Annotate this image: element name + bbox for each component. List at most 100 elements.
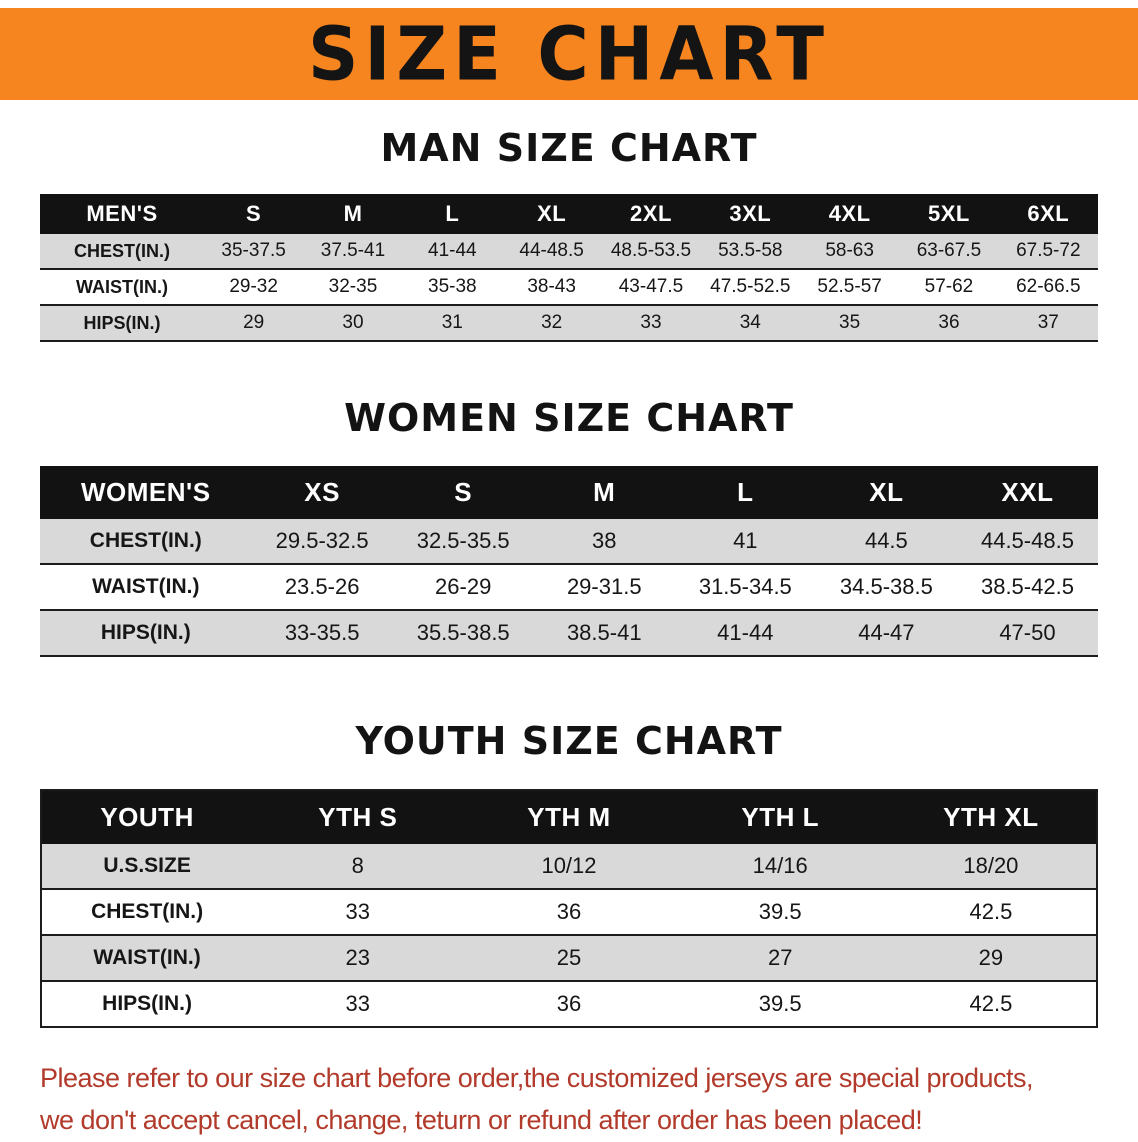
size-value-cell: 67.5-72	[998, 234, 1098, 269]
size-value-cell: 35-38	[428, 276, 477, 297]
row-label: CHEST(IN.)	[91, 900, 204, 923]
table-row: WAIST(IN.) 29-32 32-35 35-38 38-43 43-47.5 47.…	[40, 269, 1098, 305]
table-row: CHEST(IN.) 33 36 39.5 42.5	[41, 889, 1097, 935]
table-header-row: WOMEN'S XS S M L XL XXL	[40, 466, 1098, 519]
men-size-table: MEN'S S M L XL 2XL 3XL 4XL 5XL 6XL CHEST(IN.) 35-37…	[40, 194, 1098, 342]
size-value-cell: 29-31.5	[566, 574, 642, 599]
row-label: WAIST(IN.)	[92, 575, 200, 598]
row-label: WAIST(IN.)	[75, 276, 168, 297]
size-column-header: L	[674, 466, 816, 519]
size-value-cell: 32.5-35.5	[392, 519, 534, 564]
size-column-header: S	[203, 194, 304, 234]
size-value-cell: 44-48.5	[501, 234, 602, 269]
size-column-header: XL	[815, 466, 957, 519]
size-value-cell: 25	[463, 935, 675, 981]
size-value-cell: 14/16	[674, 844, 886, 889]
size-value-cell: 34	[700, 305, 800, 341]
size-value-cell: 35	[799, 305, 900, 341]
row-label: CHEST(IN.)	[40, 519, 252, 564]
size-column-header: XXL	[956, 466, 1098, 519]
size-value-cell: 33-35.5	[251, 610, 393, 656]
size-value-cell: 52.5-57	[817, 276, 882, 297]
size-value-cell: 53.5-58	[700, 234, 800, 269]
size-value-cell: 42.5	[969, 991, 1013, 1016]
size-value-cell: 42.5	[969, 899, 1013, 924]
women-section-heading: WOMEN SIZE CHART	[344, 396, 794, 440]
row-label: CHEST(IN.)	[40, 234, 204, 269]
disclaimer-note: Please refer to our size chart before or…	[40, 1058, 1098, 1142]
size-value-cell: 29-32	[229, 276, 278, 297]
size-value-cell: 48.5-53.5	[601, 234, 701, 269]
size-column-header: YTH L	[674, 790, 886, 844]
size-value-cell: 37	[998, 305, 1098, 341]
size-value-cell: 31	[402, 305, 502, 341]
table-corner-label: WOMEN'S	[40, 466, 252, 519]
size-value-cell: 57-62	[924, 276, 974, 297]
size-value-cell: 37.5-41	[303, 234, 403, 269]
size-value-cell: 31.5-34.5	[698, 574, 792, 599]
size-value-cell: 10/12	[463, 844, 675, 889]
size-value-cell: 43-47.5	[618, 276, 684, 297]
size-column-header: L	[402, 194, 502, 234]
size-value-cell: 41	[674, 519, 816, 564]
size-column-header: XS	[251, 466, 393, 519]
size-value-cell: 44.5-48.5	[956, 519, 1098, 564]
row-label: HIPS(IN.)	[102, 992, 193, 1015]
size-column-header: YTH M	[463, 790, 675, 844]
size-value-cell: 39.5	[758, 991, 802, 1016]
size-value-cell: 44-47	[815, 610, 957, 656]
size-value-cell: 36	[556, 899, 582, 924]
size-value-cell: 32	[501, 305, 602, 341]
table-corner-label: YOUTH	[41, 790, 253, 844]
size-value-cell: 58-63	[799, 234, 900, 269]
size-value-cell: 26-29	[435, 574, 492, 599]
men-size-section: MAN SIZE CHART MEN'S S M L XL 2XL 3XL 4XL 5XL 6XL…	[0, 126, 1138, 342]
size-column-header: 6XL	[998, 194, 1098, 234]
youth-section-heading: YOUTH SIZE CHART	[355, 719, 783, 763]
size-value-cell: 38.5-41	[533, 610, 675, 656]
size-value-cell: 36	[899, 305, 999, 341]
size-value-cell: 38	[533, 519, 675, 564]
disclaimer-line-1: Please refer to our size chart before or…	[40, 1063, 1034, 1093]
size-column-header: 4XL	[799, 194, 900, 234]
size-column-header: 3XL	[700, 194, 800, 234]
size-value-cell: 62-66.5	[1016, 276, 1081, 297]
size-value-cell: 41-44	[674, 610, 816, 656]
size-value-cell: 44.5	[815, 519, 957, 564]
women-size-section: WOMEN SIZE CHART WOMEN'S XS S M L XL XXL CHEST(…	[0, 396, 1138, 657]
table-row: HIPS(IN.) 33 36 39.5 42.5	[41, 981, 1097, 1027]
table-header-row: YOUTH YTH S YTH M YTH L YTH XL	[41, 790, 1097, 844]
size-column-header: M	[533, 466, 675, 519]
size-value-cell: 38-43	[527, 276, 576, 297]
size-column-header: M	[303, 194, 403, 234]
size-value-cell: 36	[556, 991, 582, 1016]
row-label: HIPS(IN.)	[40, 305, 204, 341]
row-label: WAIST(IN.)	[41, 935, 253, 981]
size-value-cell: 35.5-38.5	[392, 610, 534, 656]
size-value-cell: 29	[203, 305, 304, 341]
size-column-header: 2XL	[601, 194, 701, 234]
size-value-cell: 33	[345, 991, 371, 1016]
table-row: WAIST(IN.) 23.5-26 26-29 29-31.5 31.5-34.5 34…	[40, 564, 1098, 610]
men-section-heading: MAN SIZE CHART	[380, 126, 758, 170]
size-value-cell: 27	[674, 935, 886, 981]
youth-size-table: YOUTH YTH S YTH M YTH L YTH XL U.S.SIZE 8 10/12…	[40, 789, 1098, 1028]
size-value-cell: 23.5-26	[284, 574, 360, 599]
size-value-cell: 29.5-32.5	[251, 519, 393, 564]
size-value-cell: 23	[252, 935, 464, 981]
youth-size-section: YOUTH SIZE CHART YOUTH YTH S YTH M YTH L YTH…	[0, 719, 1138, 1028]
size-value-cell: 32-35	[328, 276, 378, 297]
size-value-cell: 41-44	[402, 234, 502, 269]
size-value-cell: 39.5	[758, 899, 802, 924]
table-row: CHEST(IN.) 29.5-32.5 32.5-35.5 38 41 44.5 44.5…	[40, 519, 1098, 564]
size-value-cell: 33	[601, 305, 701, 341]
table-header-row: MEN'S S M L XL 2XL 3XL 4XL 5XL 6XL	[40, 194, 1098, 234]
table-row: HIPS(IN.) 33-35.5 35.5-38.5 38.5-41 41-44 44-…	[40, 610, 1098, 656]
size-value-cell: 34.5-38.5	[839, 574, 933, 599]
table-row: U.S.SIZE 8 10/12 14/16 18/20	[41, 844, 1097, 889]
size-column-header: S	[392, 466, 534, 519]
size-value-cell: 35-37.5	[203, 234, 304, 269]
size-column-header: YTH XL	[885, 790, 1097, 844]
size-value-cell: 30	[303, 305, 403, 341]
